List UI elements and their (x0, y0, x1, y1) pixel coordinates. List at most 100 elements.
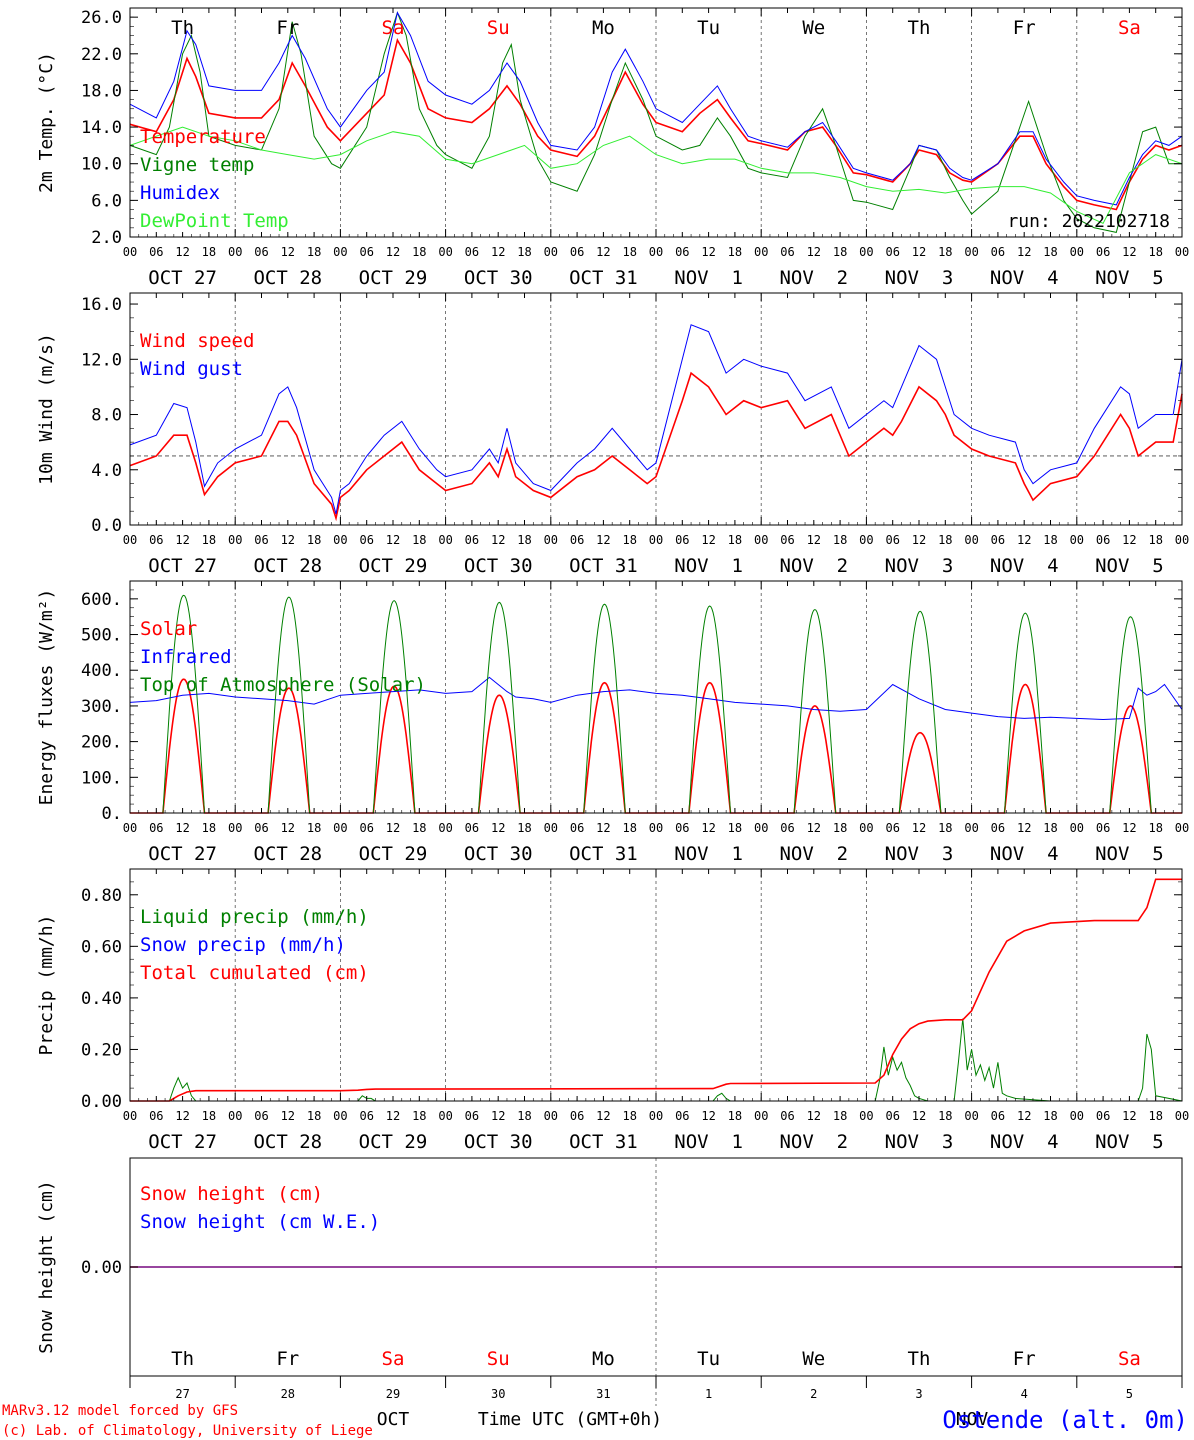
hour-label: 18 (728, 245, 742, 259)
y-tick-label: 100. (81, 768, 122, 788)
hour-label: 12 (1122, 821, 1136, 835)
y-tick-label: 0.00 (81, 1258, 122, 1278)
hour-label: 06 (885, 821, 899, 835)
hour-label: 06 (149, 1109, 163, 1123)
day-of-week-label: Fr (1013, 17, 1036, 39)
hour-label: 00 (1175, 821, 1189, 835)
day-of-week-label: Th (908, 1348, 931, 1370)
y-tick-label: 18.0 (81, 81, 122, 101)
hour-label: 06 (254, 821, 268, 835)
day-number-label: 4 (1021, 1387, 1028, 1401)
legend-entry: Humidex (140, 182, 220, 204)
hour-label: 18 (1148, 821, 1162, 835)
day-of-week-label: Fr (276, 17, 299, 39)
hour-label: 00 (1175, 1109, 1189, 1123)
day-of-week-label: Fr (1013, 1348, 1036, 1370)
day-of-week-label: Tu (697, 17, 720, 39)
hour-label: 00 (964, 821, 978, 835)
date-label: NOV 2 (779, 267, 848, 289)
hour-label: 12 (912, 1109, 926, 1123)
y-tick-label: 0.80 (81, 886, 122, 906)
hour-label: 00 (438, 821, 452, 835)
hour-label: 00 (228, 533, 242, 547)
hour-label: 00 (649, 821, 663, 835)
day-of-week-label: Sa (382, 17, 405, 39)
day-number-label: 31 (596, 1387, 610, 1401)
hour-label: 12 (281, 245, 295, 259)
hour-label: 06 (675, 533, 689, 547)
hour-label: 00 (123, 821, 137, 835)
y-tick-label: 200. (81, 733, 122, 753)
date-label: NOV 4 (990, 555, 1059, 577)
y-tick-label: 2.0 (91, 228, 122, 248)
legend-entry: Top of Atmosphere (Solar) (140, 674, 426, 696)
date-label: NOV 4 (990, 843, 1059, 865)
date-label: NOV 1 (674, 1131, 743, 1153)
hour-label: 12 (491, 533, 505, 547)
hour-label: 00 (333, 533, 347, 547)
hour-label: 18 (202, 1109, 216, 1123)
hour-label: 00 (333, 1109, 347, 1123)
hour-label: 12 (386, 245, 400, 259)
hour-label: 00 (228, 245, 242, 259)
hour-label: 12 (386, 533, 400, 547)
series-wind-gust (129, 324, 1183, 515)
hour-label: 00 (649, 533, 663, 547)
hour-label: 12 (912, 533, 926, 547)
day-of-week-label: Th (171, 1348, 194, 1370)
hour-label: 06 (570, 245, 584, 259)
legend-entry: Total cumulated (cm) (140, 962, 369, 984)
hour-label: 18 (1043, 1109, 1057, 1123)
legend-entry: Snow precip (mm/h) (140, 934, 346, 956)
date-label: NOV 1 (674, 267, 743, 289)
date-label: OCT 27 (148, 555, 217, 577)
hour-label: 18 (307, 1109, 321, 1123)
hour-label: 00 (123, 1109, 137, 1123)
hour-label: 00 (228, 821, 242, 835)
hour-label: 00 (754, 245, 768, 259)
series-infrared (129, 676, 1183, 721)
hour-label: 18 (938, 1109, 952, 1123)
hour-label: 00 (1175, 245, 1189, 259)
hour-label: 12 (596, 245, 610, 259)
hour-label: 06 (254, 245, 268, 259)
y-axis-label: 10m Wind (m/s) (36, 333, 57, 485)
hour-label: 12 (701, 821, 715, 835)
y-axis-label: Precip (mm/h) (36, 915, 57, 1056)
series-wind-speed (129, 371, 1183, 522)
hour-label: 18 (1148, 245, 1162, 259)
day-of-week-label: Su (487, 1348, 510, 1370)
hour-label: 18 (1043, 245, 1057, 259)
day-number-label: 5 (1126, 1387, 1133, 1401)
date-label: OCT 29 (359, 267, 428, 289)
hour-label: 12 (1017, 533, 1031, 547)
hour-label: 12 (701, 533, 715, 547)
date-label: NOV 4 (990, 267, 1059, 289)
y-tick-label: 0.20 (81, 1040, 122, 1060)
hour-label: 06 (359, 1109, 373, 1123)
day-of-week-label: Sa (1118, 1348, 1141, 1370)
hour-label: 00 (859, 821, 873, 835)
hour-label: 18 (307, 533, 321, 547)
y-axis-label: Snow height (cm) (36, 1180, 57, 1353)
legend-entry: Wind speed (140, 330, 254, 352)
hour-label: 00 (333, 821, 347, 835)
hour-label: 06 (1096, 533, 1110, 547)
day-number-label: 30 (491, 1387, 505, 1401)
y-tick-label: 0.40 (81, 989, 122, 1009)
hour-label: 00 (228, 1109, 242, 1123)
hour-label: 18 (938, 245, 952, 259)
date-label: NOV 5 (1095, 843, 1164, 865)
hour-label: 00 (754, 1109, 768, 1123)
hour-label: 00 (544, 533, 558, 547)
hour-label: 00 (1070, 533, 1084, 547)
hour-label: 18 (202, 245, 216, 259)
run-label: run: 2022102718 (1007, 211, 1170, 232)
y-tick-label: 600. (81, 590, 122, 610)
date-label: OCT 31 (569, 555, 638, 577)
hour-label: 00 (544, 1109, 558, 1123)
hour-label: 18 (412, 245, 426, 259)
hour-label: 18 (728, 1109, 742, 1123)
legend-entry: Snow height (cm W.E.) (140, 1211, 380, 1233)
date-label: OCT 28 (253, 1131, 322, 1153)
